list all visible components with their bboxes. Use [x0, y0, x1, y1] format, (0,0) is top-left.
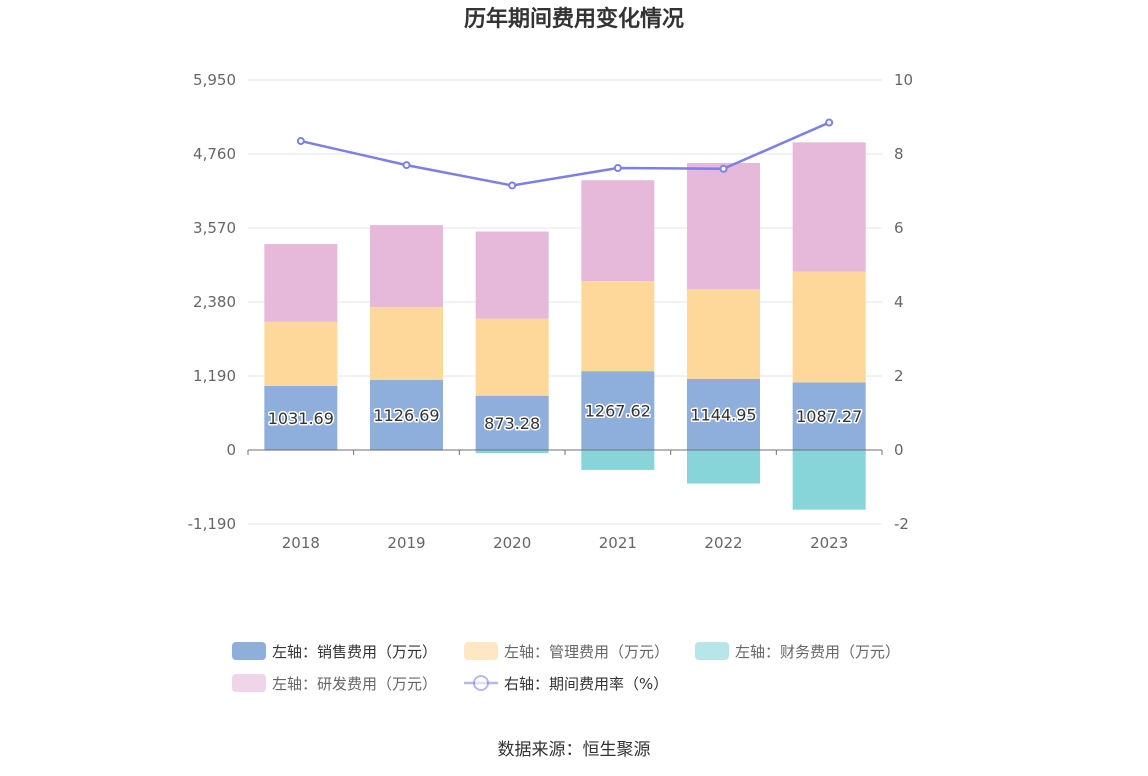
x-axis: 2018 2019 2020 2021 2022 2023: [247, 449, 883, 552]
x-tick-label: 2018: [282, 534, 320, 552]
bar-segment: [792, 271, 866, 383]
bar-segment-negative: [475, 450, 549, 454]
legend-label: 右轴：期间费用率（%）: [504, 675, 668, 693]
legend-swatch: [232, 674, 266, 692]
rate-point: [508, 181, 517, 190]
bar-segment-negative: [687, 450, 760, 484]
bar-segment: [792, 142, 866, 272]
legend-marker: [473, 675, 489, 691]
right-axis: 10 8 6 4 2 0 -2: [894, 71, 913, 533]
bar-segment: [687, 163, 760, 290]
right-tick-label: 10: [894, 71, 913, 89]
legend-label: 左轴：财务费用（万元）: [735, 643, 900, 661]
right-tick-label: 6: [894, 219, 904, 237]
legend-swatch: [464, 642, 498, 660]
right-tick-label: -2: [894, 515, 909, 533]
bar-value-label: 1267.62: [585, 402, 651, 421]
bar-segment: [475, 395, 549, 450]
x-tick-label: 2020: [493, 534, 531, 552]
left-tick-label: -1,190: [188, 515, 236, 533]
x-tick-label: 2023: [810, 534, 848, 552]
line-layer: [296, 118, 834, 190]
chart-title: 历年期间费用变化情况: [464, 6, 684, 32]
legend: 左轴：销售费用（万元） 左轴：管理费用（万元） 左轴：财务费用（万元） 左轴：研发费用…: [232, 642, 900, 693]
rate-point: [296, 137, 305, 146]
rate-line: [300, 121, 830, 187]
bar-segment-negative: [581, 450, 655, 470]
bar-value-label: 1087.27: [796, 407, 862, 426]
bar-value-label: 873.28: [484, 414, 540, 433]
bar-value-label: 1031.69: [268, 409, 334, 428]
legend-swatch: [232, 642, 266, 660]
right-tick-label: 0: [894, 441, 904, 459]
bar-segment: [264, 244, 338, 322]
bar-label-layer: 1031.69 1126.69 873.28 1267.62 1144.95 1087.2…: [266, 400, 864, 434]
left-tick-label: 0: [226, 441, 236, 459]
bar-segment: [370, 225, 443, 308]
left-tick-label: 3,570: [193, 219, 236, 237]
bar-segment: [475, 318, 549, 396]
left-tick-label: 4,760: [193, 145, 236, 163]
left-tick-label: 2,380: [193, 293, 236, 311]
rate-point: [613, 164, 622, 173]
left-axis: 5,950 4,760 3,570 2,380 1,190 0 -1,190: [188, 71, 236, 533]
legend-label: 左轴：销售费用（万元）: [272, 643, 437, 661]
bar-value-label: 1126.69: [373, 406, 439, 425]
right-tick-label: 4: [894, 293, 904, 311]
x-tick-label: 2022: [704, 534, 742, 552]
bar-segment: [581, 180, 655, 282]
rate-point: [825, 118, 834, 127]
legend-label: 左轴：研发费用（万元）: [272, 675, 437, 693]
right-tick-label: 8: [894, 145, 904, 163]
grid: [248, 79, 882, 525]
bar-value-label: 1144.95: [690, 405, 756, 424]
legend-swatch: [695, 642, 729, 660]
bar-segment: [581, 281, 655, 372]
x-tick-label: 2019: [387, 534, 425, 552]
legend-label: 左轴：管理费用（万元）: [504, 643, 669, 661]
left-tick-label: 1,190: [193, 367, 236, 385]
x-tick-label: 2021: [599, 534, 637, 552]
bar-segment: [792, 382, 866, 450]
source-text: 数据来源：恒生聚源: [498, 740, 651, 760]
bar-segment-negative: [792, 450, 866, 510]
rate-point: [719, 164, 728, 173]
bar-segment: [581, 371, 655, 450]
bar-segment: [687, 378, 760, 450]
bar-segment: [370, 379, 443, 450]
rate-point: [402, 161, 411, 170]
bar-segment: [264, 385, 338, 450]
bar-segment: [687, 289, 760, 379]
left-tick-label: 5,950: [193, 71, 236, 89]
bar-layer: [264, 142, 866, 510]
bar-segment: [370, 307, 443, 380]
right-tick-label: 2: [894, 367, 904, 385]
bar-segment: [264, 321, 338, 386]
bar-segment: [475, 231, 549, 319]
